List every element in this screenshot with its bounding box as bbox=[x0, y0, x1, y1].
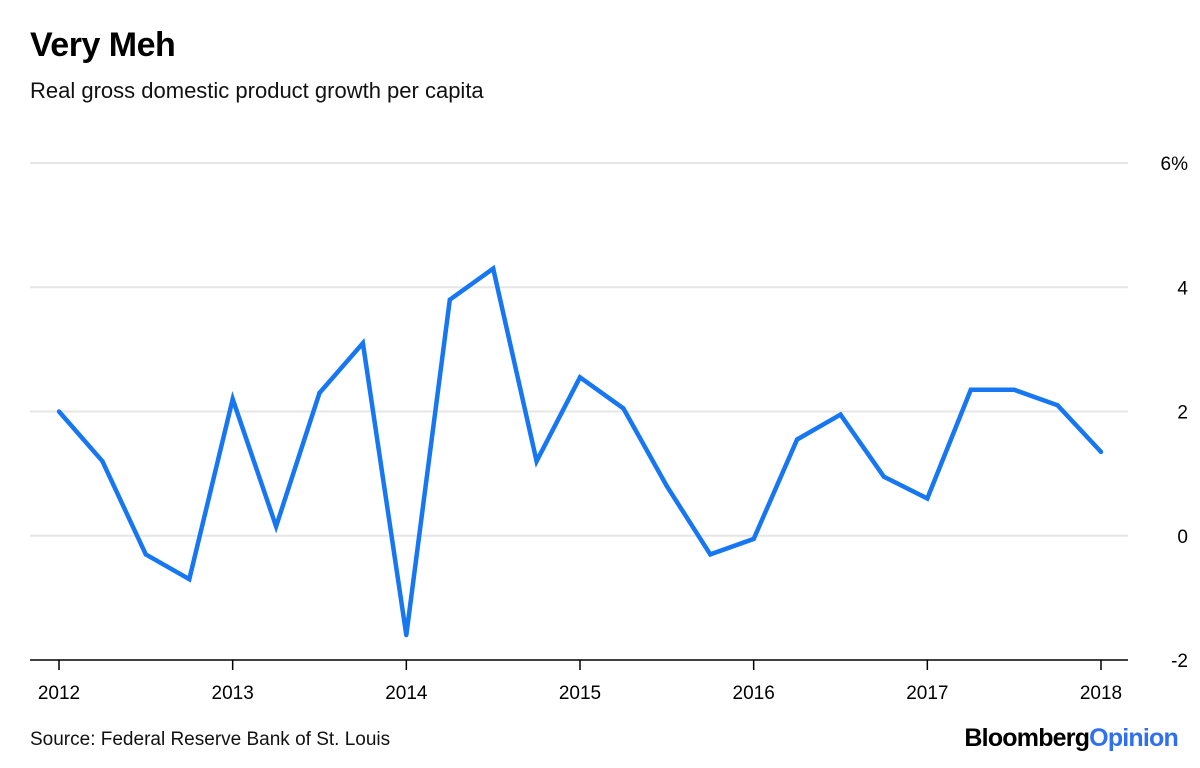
data-point bbox=[534, 459, 539, 464]
series-layer bbox=[56, 264, 1104, 638]
data-point bbox=[317, 390, 322, 396]
grid-lines bbox=[30, 162, 1128, 537]
data-point bbox=[56, 409, 62, 414]
brand-logo: BloombergOpinion bbox=[964, 724, 1178, 753]
data-point bbox=[708, 552, 713, 557]
data-point bbox=[230, 396, 235, 402]
y-tick-label: 4 bbox=[1177, 278, 1188, 299]
data-point bbox=[838, 412, 843, 417]
chart-subtitle: Real gross domestic product growth per c… bbox=[30, 78, 484, 103]
x-tick-label: 2017 bbox=[906, 683, 948, 704]
data-point bbox=[1098, 449, 1104, 455]
brand-logo-opinion: Opinion bbox=[1089, 724, 1179, 752]
y-tick-label: 6% bbox=[1161, 154, 1189, 175]
data-point bbox=[881, 474, 887, 479]
y-tick-label: -2 bbox=[1171, 651, 1188, 672]
data-point bbox=[751, 536, 756, 542]
x-tick-label: 2014 bbox=[385, 683, 428, 704]
brand-logo-bloomberg: Bloomberg bbox=[964, 724, 1090, 752]
data-point bbox=[360, 341, 366, 346]
data-point bbox=[273, 524, 279, 529]
data-point bbox=[794, 437, 800, 442]
y-tick-label: 2 bbox=[1177, 403, 1188, 424]
chart-title: Very Meh bbox=[30, 26, 176, 64]
data-point bbox=[100, 459, 105, 464]
data-point bbox=[187, 577, 192, 582]
y-axis-ticks: 6% 4 2 0 -2 bbox=[1161, 154, 1189, 672]
data-point bbox=[1055, 403, 1060, 408]
data-point bbox=[1012, 387, 1017, 392]
x-axis-ticks: 2012 2013 2014 2015 2016 2017 2018 bbox=[38, 660, 1122, 704]
x-tick-label: 2013 bbox=[212, 683, 254, 704]
x-tick-label: 2018 bbox=[1080, 683, 1122, 704]
data-point bbox=[447, 297, 452, 302]
source-note: Source: Federal Reserve Bank of St. Loui… bbox=[30, 729, 391, 750]
data-point bbox=[621, 406, 626, 411]
data-point bbox=[577, 375, 583, 380]
series-line bbox=[57, 264, 1103, 636]
data-point bbox=[491, 266, 496, 271]
data-point bbox=[143, 552, 148, 557]
data-point bbox=[664, 483, 669, 489]
data-point bbox=[925, 496, 930, 501]
data-point bbox=[404, 632, 409, 638]
x-tick-label: 2012 bbox=[38, 683, 80, 704]
data-point bbox=[968, 387, 973, 392]
y-tick-label: 0 bbox=[1177, 527, 1188, 548]
x-tick-label: 2016 bbox=[733, 683, 775, 704]
x-tick-label: 2015 bbox=[559, 683, 601, 704]
